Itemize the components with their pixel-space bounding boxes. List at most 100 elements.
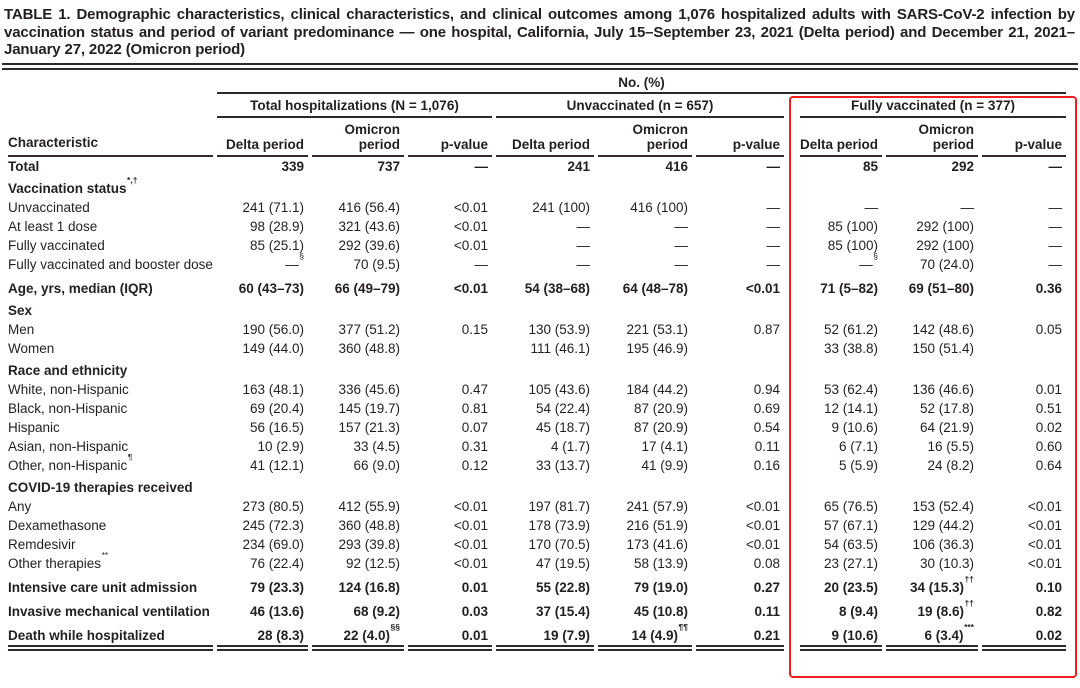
col-header-pvalue-total: p-value xyxy=(408,118,492,157)
row-label: Unvaccinated xyxy=(8,199,90,215)
group-header-row: Total hospitalizations (N = 1,076) Unvac… xyxy=(8,94,1066,118)
cell: 0.03 xyxy=(461,603,488,619)
cell: 53 (62.4) xyxy=(823,381,878,397)
cell: 0.15 xyxy=(461,321,488,337)
group-gap xyxy=(788,437,796,456)
cell: <0.01 xyxy=(745,280,780,296)
cell xyxy=(312,298,404,320)
cell: 98 (28.9) xyxy=(249,218,304,234)
col-header-omicron-unvaccinated: Omicron period xyxy=(598,118,692,157)
cell: <0.01 xyxy=(1027,517,1062,533)
cell: 105 (43.6) xyxy=(528,381,590,397)
cell: 6 (7.1) xyxy=(838,438,878,454)
row-label: Total xyxy=(8,158,40,174)
cell xyxy=(696,475,784,497)
cell: 0.82 xyxy=(1035,603,1062,619)
cell xyxy=(496,358,594,380)
cell: 41 (9.9) xyxy=(641,457,688,473)
cell: 0.07 xyxy=(461,419,488,435)
cell xyxy=(408,298,492,320)
cell: 142 (48.6) xyxy=(912,321,974,337)
cell: 173 (41.6) xyxy=(626,536,688,552)
cell: 23 (27.1) xyxy=(823,555,878,571)
cell: 129 (44.2) xyxy=(912,517,974,533)
cell xyxy=(886,176,978,198)
cell: <0.01 xyxy=(453,498,488,514)
row-label: Other therapies** xyxy=(8,549,109,571)
row-label: Black, non-Hispanic xyxy=(8,400,128,416)
cell xyxy=(800,176,882,198)
cell: 0.69 xyxy=(753,400,780,416)
group-gap xyxy=(788,399,796,418)
cell: 12 (14.1) xyxy=(823,400,878,416)
cell: 76 (22.4) xyxy=(249,555,304,571)
cell: — xyxy=(1048,158,1063,174)
cell: 0.51 xyxy=(1035,400,1062,416)
row-label: Fully vaccinated and booster dose xyxy=(8,256,213,272)
cell: 0.27 xyxy=(753,579,780,595)
group-gap xyxy=(788,456,796,475)
cell xyxy=(217,176,308,198)
cell: 4 (1.7) xyxy=(550,438,590,454)
cell: 37 (15.4) xyxy=(535,603,590,619)
cell: 56 (16.5) xyxy=(249,419,304,435)
spanner-row: No. (%) xyxy=(8,73,1066,94)
cell: 87 (20.9) xyxy=(633,400,688,416)
row-label: Intensive care unit admission xyxy=(8,579,198,595)
cell: 85 (100) xyxy=(827,237,878,253)
cell: 153 (52.4) xyxy=(912,498,974,514)
cell: <0.01 xyxy=(1027,555,1062,571)
cell: 64 (21.9) xyxy=(919,419,974,435)
cell: — xyxy=(766,158,781,174)
row-label: Invasive mechanical ventilation xyxy=(8,603,210,619)
cell: <0.01 xyxy=(1027,498,1062,514)
row-covid-therapies: COVID-19 therapies received xyxy=(8,475,1066,497)
group-gap xyxy=(788,475,796,497)
cell: — xyxy=(766,199,781,215)
cell: 111 (46.1) xyxy=(530,340,590,356)
cell: 0.08 xyxy=(753,555,780,571)
cell: 0.87 xyxy=(753,321,780,337)
group-gap xyxy=(788,176,796,198)
cell: 178 (73.9) xyxy=(528,517,590,533)
cell xyxy=(982,176,1066,198)
row-black-non-hispanic: Black, non-Hispanic 69 (20.4) 145 (19.7) 0.… xyxy=(8,399,1066,418)
cell: 60 (43–73) xyxy=(238,280,304,296)
col-header-delta-unvaccinated: Delta period xyxy=(496,118,594,157)
cell: 0.36 xyxy=(1035,280,1062,296)
cell xyxy=(408,475,492,497)
cell: 87 (20.9) xyxy=(633,419,688,435)
row-label: Age, yrs, median (IQR) xyxy=(8,280,153,296)
cell xyxy=(496,475,594,497)
cell: 241 (71.1) xyxy=(242,199,304,215)
cell: 292 (39.6) xyxy=(338,237,400,253)
cell: <0.01 xyxy=(745,536,780,552)
cell: 69 (51–80) xyxy=(908,280,974,296)
cell: — xyxy=(576,256,591,272)
cell: 0.54 xyxy=(753,419,780,435)
col-header-pvalue-fully-vaccinated: p-value xyxy=(982,118,1066,157)
cell: 339 xyxy=(281,158,304,174)
cell xyxy=(886,298,978,320)
row-label: Women xyxy=(8,340,55,356)
cell: 71 (5–82) xyxy=(820,280,878,296)
cell: 8 (9.4) xyxy=(838,603,878,619)
row-dexamethasone: Dexamethasone 245 (72.3) 360 (48.8) <0.01 17… xyxy=(8,516,1066,535)
cell xyxy=(696,176,784,198)
cell: 65 (76.5) xyxy=(823,498,878,514)
column-header-row: Characteristic Delta period Omicron peri… xyxy=(8,118,1066,157)
group-row-empty-cell xyxy=(8,94,213,118)
cell xyxy=(696,358,784,380)
row-vaccination-status: Vaccination status*,† xyxy=(8,175,1066,198)
cell: 0.02 xyxy=(982,621,1066,647)
row-label: Other, non-Hispanic¶ xyxy=(8,451,133,473)
table-title: TABLE 1. Demographic characteristics, cl… xyxy=(4,6,1075,58)
cell: <0.01 xyxy=(453,237,488,253)
cell: <0.01 xyxy=(745,498,780,514)
cell: 33 (4.5) xyxy=(353,438,400,454)
cell: 130 (53.9) xyxy=(528,321,590,337)
row-label: Dexamethasone xyxy=(8,517,107,533)
cell: —§ xyxy=(859,250,878,272)
row-asian-non-hispanic: Asian, non-Hispanic 10 (2.9) 33 (4.5) 0.31 4… xyxy=(8,437,1066,456)
cell: — xyxy=(766,237,781,253)
